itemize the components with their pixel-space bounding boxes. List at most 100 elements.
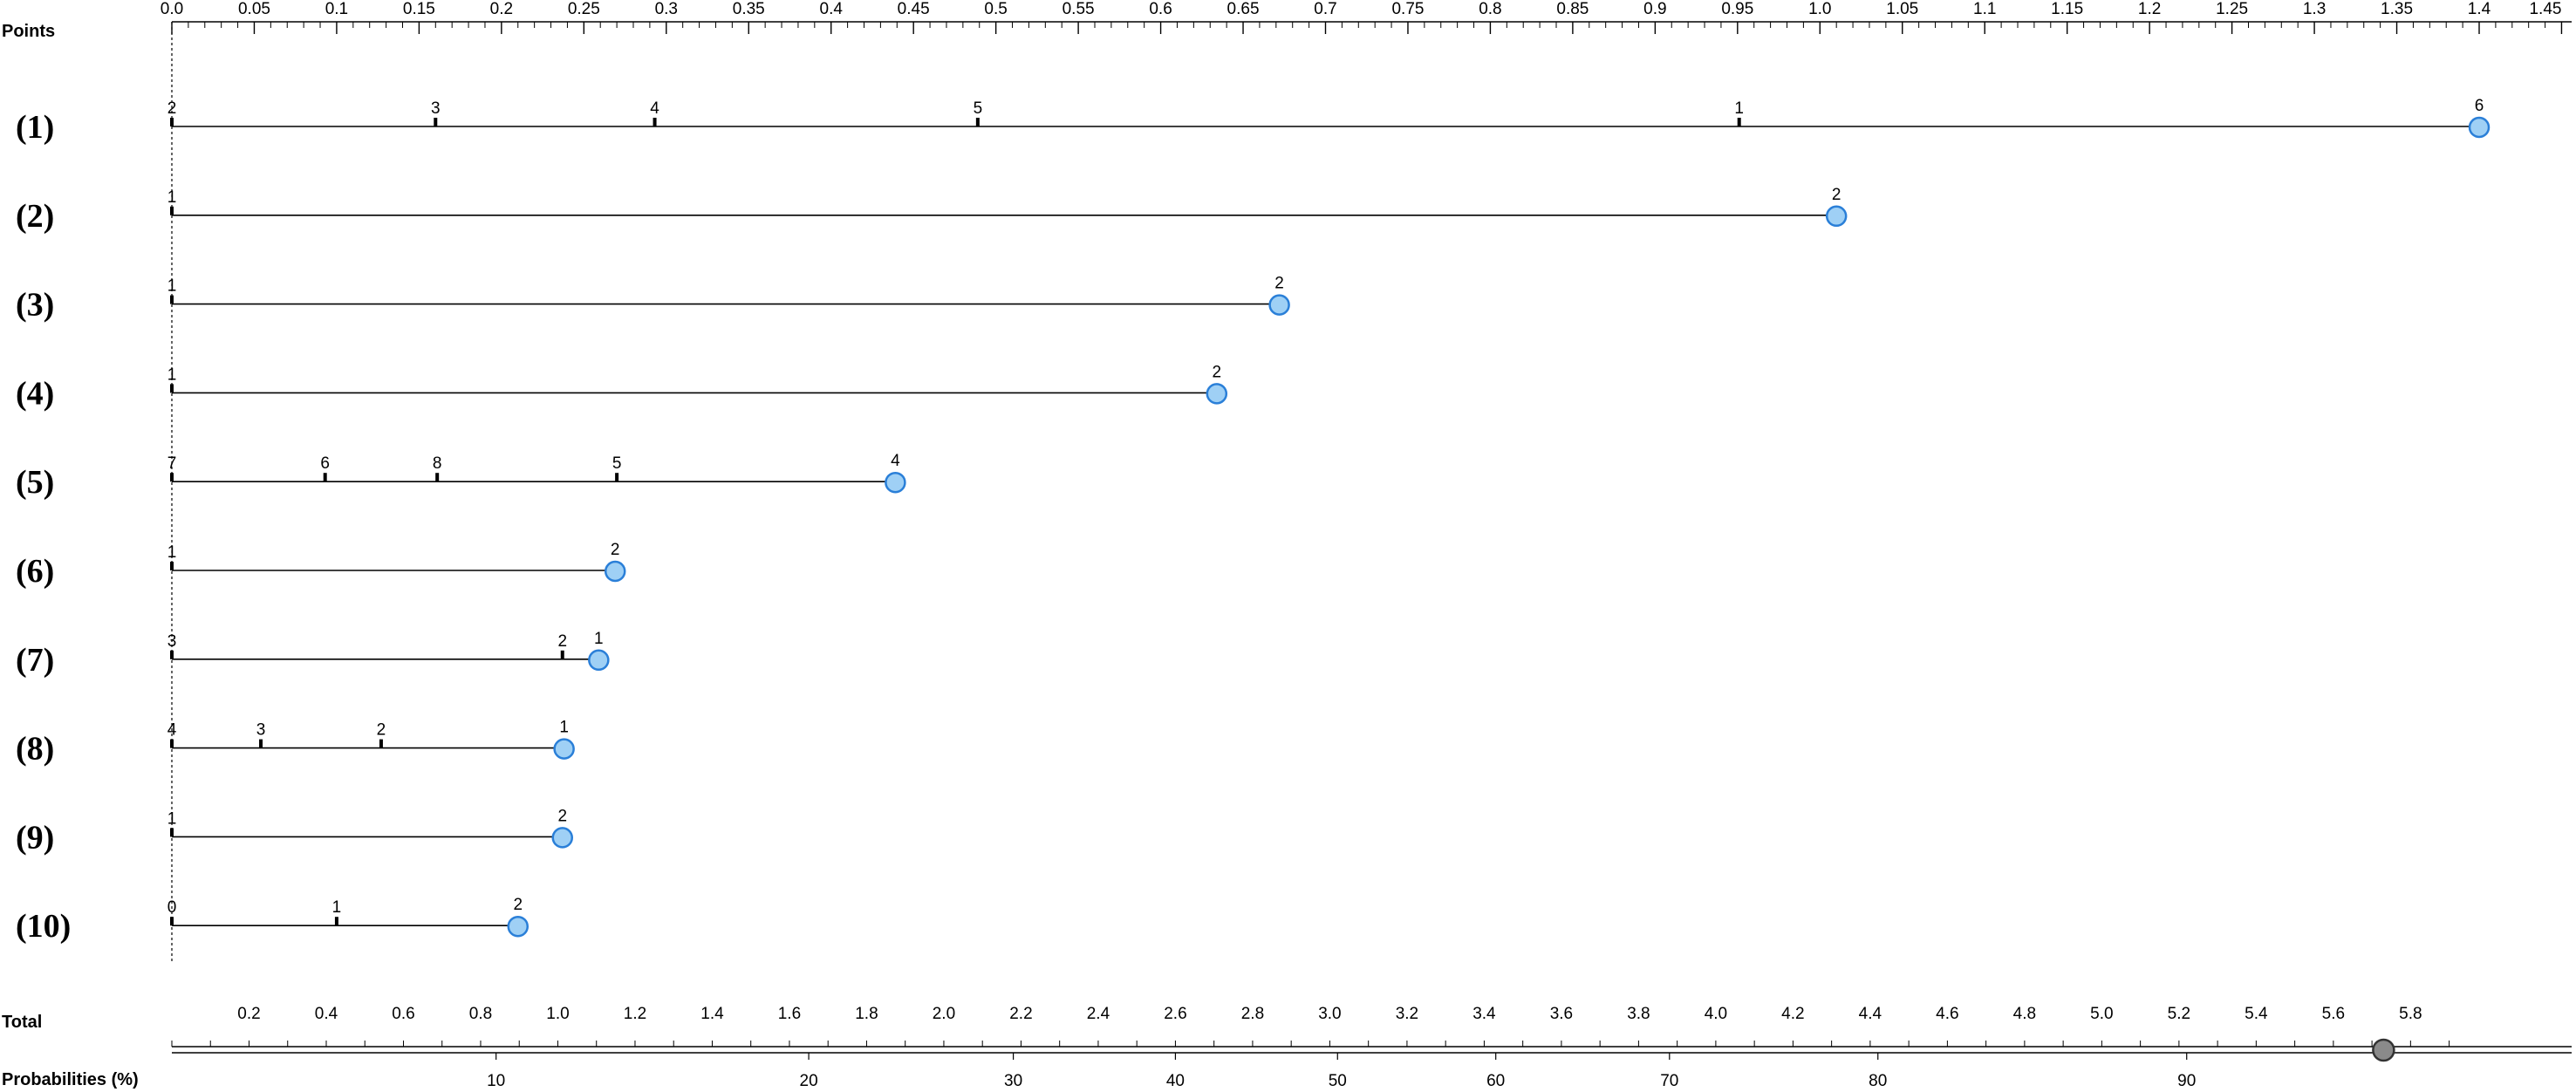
total-tick-label: 0.2 [237,1005,260,1023]
total-tick-label: 5.2 [2168,1005,2190,1023]
variable-rows: (1)2 3 4 5 1 6(2)1 2(3)1 2(4)1 2(5)7 6 8 5 4(6)1 2(7)… [16,97,2491,945]
total-tick-label: 1.4 [700,1005,724,1023]
total-tick-label: 5.0 [2090,1005,2113,1023]
total-tick-label: 2.8 [1241,1005,1264,1023]
variable-label: (5) [16,464,54,501]
probability-tick-label: 80 [1869,1072,1887,1090]
level-label: 2 [1274,275,1284,293]
points-axis-title: Points [2,22,55,41]
total-tick-label: 0.4 [315,1005,338,1023]
probability-axis-title: Probabilities (%) [2,1070,139,1089]
total-tick-label: 1.2 [624,1005,646,1023]
variable-label: (8) [16,731,54,768]
points-tick-label: 0.15 [403,0,435,18]
probability-tick-label: 20 [800,1072,818,1090]
level-label: 6 [2475,97,2484,115]
points-tick-label: 0.5 [984,0,1007,18]
level-label: 2 [377,721,386,740]
points-tick-label: 0.35 [733,0,765,18]
level-label: 2 [1832,186,1841,204]
points-tick-label: 1.25 [2216,0,2248,18]
level-label: 1 [332,898,342,917]
points-tick-label: 0.4 [820,0,844,18]
points-tick-label: 0.9 [1643,0,1666,18]
total-tick-label: 3.6 [1550,1005,1573,1023]
total-tick-label: 1.8 [855,1005,878,1023]
total-tick-label: 4.4 [1859,1005,1882,1023]
points-tick-label: 0.55 [1063,0,1095,18]
variable-label: (1) [16,109,54,146]
level-label: 1 [559,719,569,737]
variable-row: (6) 1 2 [16,541,626,590]
total-tick-label: 2.6 [1164,1005,1186,1023]
probability-axis: 10 20 30 40 50 60 70 80 90 [171,1038,2572,1090]
level-label: 3 [167,632,177,651]
points-tick-label: 1.15 [2051,0,2083,18]
variable-label: (3) [16,287,54,324]
level-label: 2 [1213,363,1222,381]
total-tick-label: 3.2 [1396,1005,1418,1023]
points-tick-label: 1.35 [2381,0,2413,18]
selected-level-marker [507,915,529,938]
points-tick-label: 0.3 [655,0,678,18]
total-tick-label: 3.8 [1627,1005,1650,1023]
selected-level-marker [2468,116,2491,139]
points-tick-label: 1.2 [2138,0,2161,18]
level-label: 8 [433,454,442,473]
selected-level-marker [553,738,575,760]
points-tick-label: 1.4 [2468,0,2491,18]
points-tick-label: 0.75 [1391,0,1424,18]
level-label: 2 [167,99,177,118]
variable-row: (2) 1 2 [16,186,1848,235]
points-axis: 0.0 0.05 0.1 0.15 0.2 0.25 0.3 0.35 0.4 0.45 0.5 0.… [161,0,2572,34]
selected-level-marker [1268,294,1290,316]
variable-label: (4) [16,375,54,412]
probability-tick-label: 50 [1329,1072,1347,1090]
level-label: 2 [513,896,523,914]
level-label: 6 [320,454,330,473]
points-tick-label: 1.3 [2303,0,2326,18]
level-label: 0 [167,898,177,917]
level-label: 5 [974,99,983,118]
points-tick-label: 1.45 [2529,0,2561,18]
level-label: 3 [431,99,441,118]
total-axis: 0.2 0.4 0.6 0.8 1.0 1.2 1.4 1.6 1.8 2.0 2.2 2.4 2.6 2… [237,1005,2422,1023]
total-tick-label: 2.2 [1009,1005,1032,1023]
probability-tick-label: 10 [487,1072,505,1090]
level-label: 2 [611,541,620,559]
selected-level-marker [551,827,574,849]
points-tick-label: 0.85 [1556,0,1589,18]
selected-level-marker [588,649,610,672]
points-tick-label: 0.65 [1227,0,1260,18]
probability-tick-label: 70 [1660,1072,1678,1090]
variable-row: (9) 1 2 [16,807,574,856]
level-label: 1 [167,809,177,828]
selected-level-marker [1825,205,1848,228]
variable-row: (10) 0 1 2 [16,896,529,945]
probability-tick-label: 30 [1004,1072,1022,1090]
probability-tick-label: 90 [2177,1072,2196,1090]
probability-tick-label: 60 [1486,1072,1505,1090]
level-label: 1 [594,630,604,648]
level-label: 4 [650,99,659,118]
total-tick-label: 3.4 [1472,1005,1496,1023]
points-tick-label: 1.1 [1973,0,1996,18]
total-tick-label: 4.2 [1781,1005,1804,1023]
points-tick-label: 0.45 [898,0,930,18]
total-tick-label: 5.8 [2399,1005,2422,1023]
level-label: 2 [557,807,567,825]
level-label: 4 [167,721,177,740]
total-tick-label: 5.4 [2245,1005,2268,1023]
total-tick-label: 4.8 [2013,1005,2036,1023]
level-label: 1 [167,543,177,562]
points-tick-label: 1.05 [1886,0,1918,18]
level-label: 4 [891,452,900,470]
variable-label: (7) [16,642,54,679]
variable-row: (4) 1 2 [16,363,1228,412]
level-label: 1 [167,188,177,207]
total-tick-label: 2.4 [1087,1005,1110,1023]
selected-level-marker [1206,383,1228,405]
points-tick-label: 0.25 [568,0,600,18]
total-tick-label: 4.6 [1936,1005,1958,1023]
variable-row: (5) 7 6 8 5 4 [16,452,906,501]
